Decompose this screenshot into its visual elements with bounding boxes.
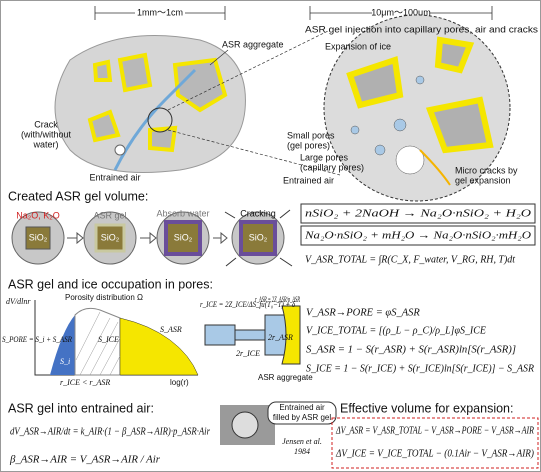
label: Expansion of ice (325, 41, 391, 51)
equation: β_ASR→AIR = V_ASR→AIR / Air (9, 454, 161, 465)
label: ASR aggregate (258, 373, 313, 382)
label: (gel pores) (287, 140, 330, 150)
equation: dV_ASR→AIR/dt = k_AIR·(1 − β_ASR→AIR)·p_… (10, 426, 211, 437)
label: Crack (34, 119, 58, 129)
citation: Jensen et al. (282, 437, 322, 446)
axis-label: dV/dlnr (6, 297, 31, 306)
section-heading: ASR gel into entrained air: (8, 401, 154, 415)
formula: 2r_ASR (268, 333, 293, 342)
step-label: Na₂O, K₂O (16, 210, 60, 220)
photo-void (232, 412, 258, 438)
equation: S_ICE = 1 − S(r_ICE) + S(r_ICE)ln[S(r_IC… (306, 363, 535, 374)
equation: Na₂O·nSiO₂ + mH₂O → Na₂O·nSiO₂·mH₂O (304, 230, 532, 241)
label: Large pores (300, 152, 349, 162)
plot-label: S_ICE (98, 335, 119, 344)
caption: filled by ASR gel (273, 413, 331, 422)
core-label: SiO₂ (249, 232, 268, 242)
plot-label: S_i (60, 357, 70, 366)
equation: S_ASR = 1 − S(r_ASR) + S(r_ASR)ln[S(r_AS… (306, 344, 516, 355)
label: Micro cracks by (455, 165, 518, 175)
equation: ΔV_ICE = V_ICE_TOTAL − (0.1Air − V_ASR→A… (335, 448, 534, 459)
step-label: Absorb water (156, 208, 209, 218)
concrete-specimen (55, 36, 245, 173)
label: Entrained air (89, 172, 140, 182)
label: Small pores (287, 130, 335, 140)
equation: ΔV_ASR = V_ASR_TOTAL − V_ASR→PORE − V_AS… (335, 425, 534, 436)
label: water) (32, 139, 58, 149)
section-heading: ASR gel and ice occupation in pores: (8, 277, 213, 291)
axis-label: log(r) (170, 378, 189, 387)
label: ASR aggregate (222, 39, 284, 49)
plot-label: r_ICE < r_ASR (60, 378, 110, 387)
formula: r_ASR = 2Z_ASR/p_ASR (255, 295, 300, 304)
section-heading: Created ASR gel volume: (8, 189, 148, 203)
core-label: SiO₂ (29, 232, 48, 242)
air-void (115, 145, 125, 155)
section-heading: Effective volume for expansion: (340, 401, 513, 415)
label: (with/without (21, 129, 72, 139)
plot-label: S_PORE = S_i + S_ASR (2, 335, 72, 344)
core-label: SiO₂ (174, 232, 193, 242)
label: Entrained air (283, 175, 334, 185)
equation: V_ASR→PORE = φS_ASR (306, 307, 420, 318)
equation: V_ASR_TOTAL = ∫R(C_X, F_water, V_RG, RH,… (305, 254, 516, 265)
plot-label: S_ASR (160, 325, 182, 334)
label: (capillary pores) (300, 162, 364, 172)
label: ASR gel injection into capillary pores, … (305, 24, 539, 34)
formula: 2r_ICE (236, 349, 260, 358)
diagram: 1mm～1cm 10μm～100μm ASR aggregate Crack (… (0, 0, 541, 472)
scale-label: 1mm～1cm (137, 7, 183, 17)
label: gel expansion (455, 175, 511, 185)
step-label: Cracking (240, 208, 276, 218)
step-label: ASR gel (93, 210, 126, 220)
core-label: SiO₂ (101, 232, 120, 242)
equation: V_ICE_TOTAL = [(ρ_L − ρ_C)/ρ_L]φS_ICE (306, 325, 487, 336)
plot-title: Porosity distribution Ω (65, 293, 143, 302)
citation: 1984 (294, 447, 310, 456)
equation: nSiO₂ + 2NaOH → Na₂O·nSiO₂ + H₂O (305, 208, 532, 219)
caption: Entrained air (279, 403, 325, 412)
